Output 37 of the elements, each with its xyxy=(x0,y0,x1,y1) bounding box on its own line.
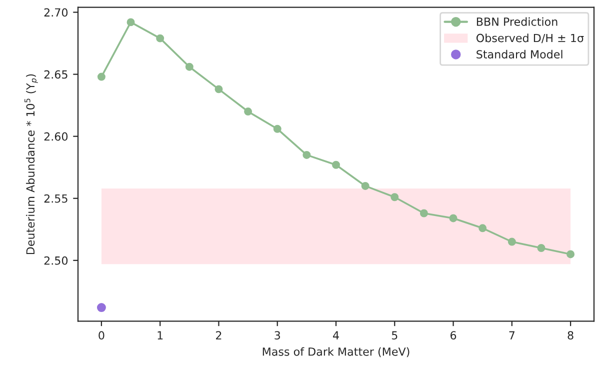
x-axis-title: Mass of Dark Matter (MeV) xyxy=(262,347,410,358)
legend-label: BBN Prediction xyxy=(476,17,558,26)
legend-label: Observed D/H ± 1σ xyxy=(476,34,584,44)
point xyxy=(185,62,194,71)
point xyxy=(244,108,252,116)
point xyxy=(449,214,458,222)
x-tick-label: 7 xyxy=(509,331,514,340)
y-tick-label: 2.70 xyxy=(44,8,68,17)
x-tick-label: 2 xyxy=(216,331,222,340)
point xyxy=(156,34,164,42)
point xyxy=(361,182,370,190)
x-tick-label: 5 xyxy=(392,331,398,340)
y-tick-label: 2.55 xyxy=(44,194,68,203)
point xyxy=(537,244,546,252)
point xyxy=(96,303,106,312)
point xyxy=(566,250,575,258)
x-tick-label: 4 xyxy=(333,331,339,340)
point xyxy=(420,209,428,218)
x-tick-label: 8 xyxy=(568,331,574,340)
point xyxy=(390,193,399,202)
x-tick-label: 1 xyxy=(158,331,163,340)
y-tick-label: 2.60 xyxy=(44,132,68,141)
point xyxy=(97,72,106,81)
y-axis-title: Deuterium Abundance * 10$^{5}$ (Y$_{p}$) xyxy=(24,74,38,254)
point xyxy=(214,85,223,94)
x-tick-label: 3 xyxy=(274,331,280,340)
legend-label: Standard Model xyxy=(476,50,562,59)
point xyxy=(302,150,311,159)
point xyxy=(478,224,487,232)
x-tick-label: 0 xyxy=(98,331,104,340)
point xyxy=(508,238,516,246)
point xyxy=(273,124,282,133)
point xyxy=(332,160,340,169)
y-tick-label: 2.50 xyxy=(44,256,68,265)
y-tick-label: 2.65 xyxy=(44,70,68,79)
point xyxy=(126,18,135,26)
x-tick-label: 6 xyxy=(450,331,456,340)
